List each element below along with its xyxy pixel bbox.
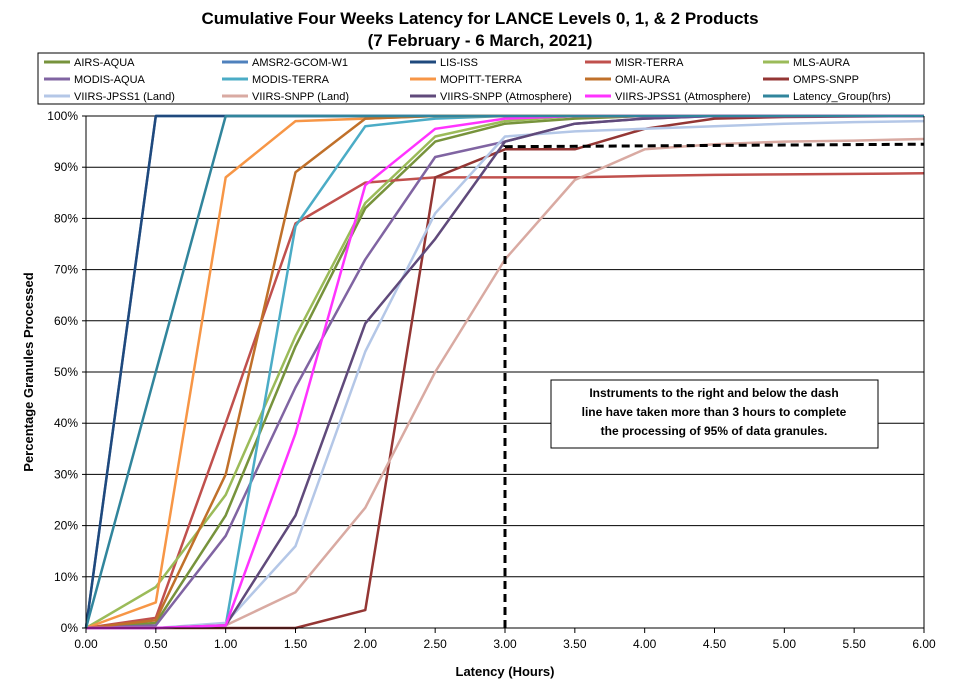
chart-subtitle: (7 February - 6 March, 2021) [368,31,593,50]
legend-label: MODIS-AQUA [74,74,146,86]
series-line-latency-group-hrs [84,114,924,629]
x-tick-label: 2.00 [354,637,378,651]
legend-item-mopitt-terra: MOPITT-TERRA [410,74,523,86]
x-tick-label: 4.50 [703,637,727,651]
legend-label: LIS-ISS [440,57,478,69]
legend-item-viirs-jpss1-atmosphere: VIIRS-JPSS1 (Atmosphere) [585,91,751,103]
x-tick-label: 1.00 [214,637,238,651]
y-tick-label: 80% [54,211,78,225]
annotation-text: the processing of 95% of data granules. [601,424,828,438]
y-tick-label: 30% [54,467,78,481]
legend-label: MISR-TERRA [615,57,684,69]
x-axis-label: Latency (Hours) [456,664,555,679]
legend-item-modis-aqua: MODIS-AQUA [44,74,146,86]
x-tick-label: 5.50 [842,637,866,651]
legend-label: MLS-AURA [793,57,851,69]
legend-label: Latency_Group(hrs) [793,91,891,103]
axes: 0% 10% 20% 30% 40% 50% 60% 70% 80% 90% 100% 0.00 0.5… [47,109,936,651]
legend-label: MOPITT-TERRA [440,74,523,86]
legend-label: VIIRS-SNPP (Atmosphere) [440,91,572,103]
x-tick-label: 6.00 [912,637,936,651]
x-tick-label: 1.50 [284,637,308,651]
annotation-text: Instruments to the right and below the d… [589,386,838,400]
y-tick-label: 100% [47,109,78,123]
x-tick-label: 0.00 [74,637,98,651]
legend-label: AMSR2-GCOM-W1 [252,57,348,69]
legend-item-viirs-jpss1-land: VIIRS-JPSS1 (Land) [44,91,175,103]
x-tick-label: 0.50 [144,637,168,651]
annotation-box: Instruments to the right and below the d… [550,379,879,449]
x-tick-label: 2.50 [423,637,447,651]
series-lines [84,114,925,630]
y-tick-label: 70% [54,263,78,277]
annotation-frame [550,379,879,449]
y-tick-label: 60% [54,314,78,328]
legend-item-omi-aura: OMI-AURA [585,74,671,86]
legend-item-viirs-snpp-land: VIIRS-SNPP (Land) [222,91,349,103]
legend-item-mls-aura: MLS-AURA [763,57,851,69]
x-tick-label: 4.00 [633,637,657,651]
x-tick-label: 3.50 [563,637,587,651]
threshold-dash-line [503,142,925,628]
annotation-text: line have taken more than 3 hours to com… [582,405,847,419]
y-tick-label: 90% [54,160,78,174]
legend-item-lis-iss: LIS-ISS [410,57,478,69]
x-tick-label: 5.00 [773,637,797,651]
legend-label: VIIRS-SNPP (Land) [252,91,349,103]
legend-item-latency-group-hrs: Latency_Group(hrs) [763,91,891,103]
y-tick-label: 40% [54,416,78,430]
legend-item-viirs-snpp-atmosphere: VIIRS-SNPP (Atmosphere) [410,91,572,103]
threshold-line [503,142,925,628]
legend-label: OMPS-SNPP [793,74,859,86]
legend-label: VIIRS-JPSS1 (Atmosphere) [615,91,751,103]
legend-item-airs-aqua: AIRS-AQUA [44,57,135,69]
legend-item-amsr2-gcom-w1: AMSR2-GCOM-W1 [222,57,348,69]
y-tick-label: 0% [61,621,79,635]
series-line-misr-terra [85,172,925,630]
legend: AIRS-AQUA AMSR2-GCOM-W1 LIS-ISS MISR-TERRA M… [37,52,925,105]
legend-label: VIIRS-JPSS1 (Land) [74,91,175,103]
legend-item-misr-terra: MISR-TERRA [585,57,684,69]
y-tick-label: 10% [54,570,78,584]
y-tick-label: 20% [54,519,78,533]
legend-label: AIRS-AQUA [74,57,135,69]
y-axis-label: Percentage Granules Processed [21,272,36,471]
legend-label: OMI-AURA [615,74,671,86]
legend-label: MODIS-TERRA [252,74,330,86]
x-tick-label: 3.00 [493,637,517,651]
legend-item-modis-terra: MODIS-TERRA [222,74,330,86]
y-tick-label: 50% [54,365,78,379]
chart-title: Cumulative Four Weeks Latency for LANCE … [201,9,758,28]
legend-item-omps-snpp: OMPS-SNPP [763,74,859,86]
